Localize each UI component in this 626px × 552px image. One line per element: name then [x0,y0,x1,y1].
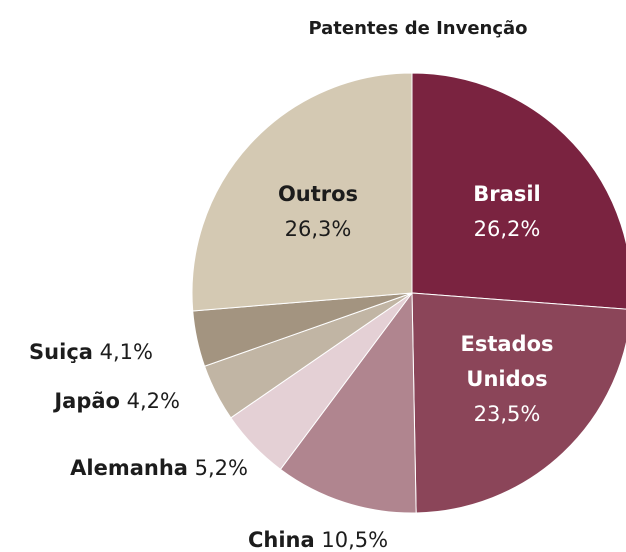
slice-label: China 10,5% [248,523,388,552]
slice-label: Brasil 26,2% [442,177,572,247]
pie-slice [279,291,417,514]
category-name: Suiça [29,340,93,364]
category-name: China [248,528,315,552]
category-name: Alemanha [70,456,188,480]
category-name: Outros [277,182,359,206]
slice-label: Japão 4,2% [54,384,180,419]
slice-label: Suiça 4,1% [29,335,153,370]
slice-label: Outros 26,3% [253,177,383,247]
category-name: Japão [54,389,120,413]
category-name: Estados Unidos [460,332,554,391]
chart-title: Patentes de Invenção [308,18,528,39]
pie-slice [411,72,626,310]
slice-label: Alemanha 5,2% [70,451,248,486]
slice-label: Estados Unidos 23,5% [442,327,572,432]
value-label: 4,1% [99,340,153,364]
value-label: 26,2% [473,217,541,241]
value-label: 10,5% [321,528,389,552]
pie-slice [411,292,626,514]
value-label: 5,2% [194,456,248,480]
pie-slice [191,72,413,312]
value-label: 23,5% [473,402,541,426]
value-label: 4,2% [126,389,180,413]
value-label: 26,3% [284,217,352,241]
category-name: Brasil [473,182,541,206]
